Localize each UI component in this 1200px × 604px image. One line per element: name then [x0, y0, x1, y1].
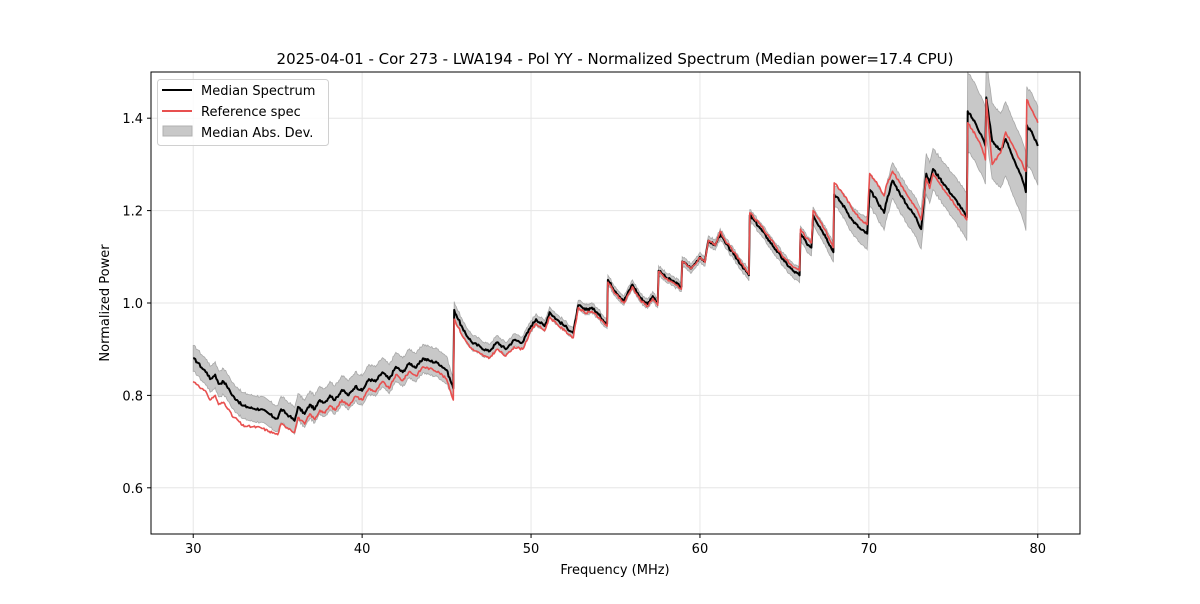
grid [151, 72, 1080, 534]
y-tick-label: 0.8 [122, 389, 143, 404]
plot-data [192, 72, 1039, 436]
legend-label-median: Median Spectrum [201, 84, 315, 99]
x-tick-label: 40 [354, 542, 371, 557]
y-axis-label: Normalized Power [98, 244, 113, 362]
x-tick-label: 30 [185, 542, 202, 557]
x-tick-label: 80 [1029, 542, 1046, 557]
x-tick-label: 70 [861, 542, 878, 557]
y-tick-label: 0.6 [122, 482, 143, 497]
y-tick-label: 1.0 [122, 297, 143, 312]
y-tick-label: 1.4 [122, 112, 143, 127]
x-axis-label: Frequency (MHz) [560, 563, 669, 578]
legend-box [157, 79, 329, 146]
legend-label-reference: Reference spec [201, 105, 301, 120]
chart-title: 2025-04-01 - Cor 273 - LWA194 - Pol YY -… [277, 50, 954, 68]
legend: Median Spectrum Reference spec Median Ab… [157, 79, 329, 146]
x-tick-label: 60 [692, 542, 709, 557]
legend-label-mad: Median Abs. Dev. [201, 126, 313, 141]
reference-spectrum-line [192, 98, 1039, 436]
y-axis: 0.6 0.8 1.0 1.2 1.4 [122, 112, 151, 497]
x-axis: 30 40 50 60 70 80 [185, 534, 1046, 557]
y-tick-label: 1.2 [122, 205, 143, 220]
legend-swatch-mad [162, 125, 193, 137]
x-tick-label: 50 [523, 542, 540, 557]
